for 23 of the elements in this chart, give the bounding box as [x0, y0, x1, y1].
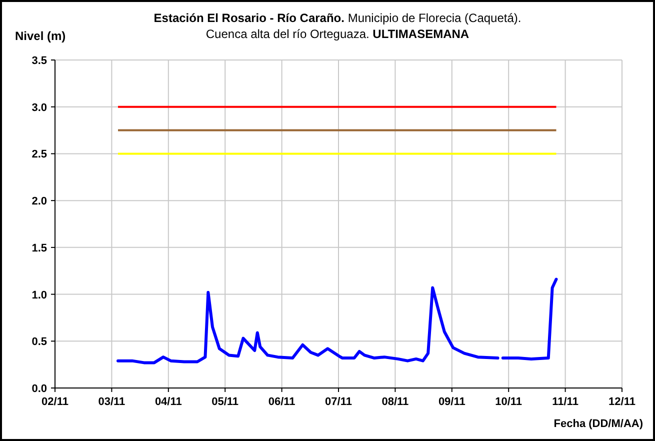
x-tick-label: 09/11 [438, 396, 466, 408]
y-tick-label: 3.5 [32, 55, 47, 67]
x-tick-label: 02/11 [42, 396, 68, 408]
x-tick-label: 04/11 [154, 396, 182, 408]
x-tick-label: 03/11 [98, 396, 126, 408]
y-tick-label: 2.0 [32, 196, 47, 208]
y-tick-label: 0.0 [32, 383, 47, 395]
x-tick-label: 12/11 [608, 396, 636, 408]
y-tick-label: 1.0 [32, 289, 47, 302]
x-tick-label: 08/11 [382, 396, 409, 408]
x-axis-title: Fecha (DD/M/AA) [554, 418, 644, 430]
x-tick-label: 11/11 [552, 396, 578, 408]
y-axis-title: Nivel (m) [15, 29, 66, 43]
chart-title: Estación El Rosario - Río Caraño. Municipio de Florecia (Caquetá). [154, 11, 522, 25]
y-tick-label: 2.5 [32, 148, 47, 161]
y-tick-label: 0.5 [32, 336, 47, 348]
y-tick-label: 3.0 [32, 102, 47, 114]
x-tick-label: 10/11 [495, 396, 522, 408]
y-tick-label: 1.5 [32, 242, 47, 254]
chart-subtitle: Cuenca alta del río Orteguaza. ULTIMASEMANA [206, 27, 470, 41]
x-tick-label: 07/11 [325, 396, 352, 408]
x-tick-label: 06/11 [268, 396, 296, 408]
x-tick-label: 05/11 [212, 396, 239, 408]
